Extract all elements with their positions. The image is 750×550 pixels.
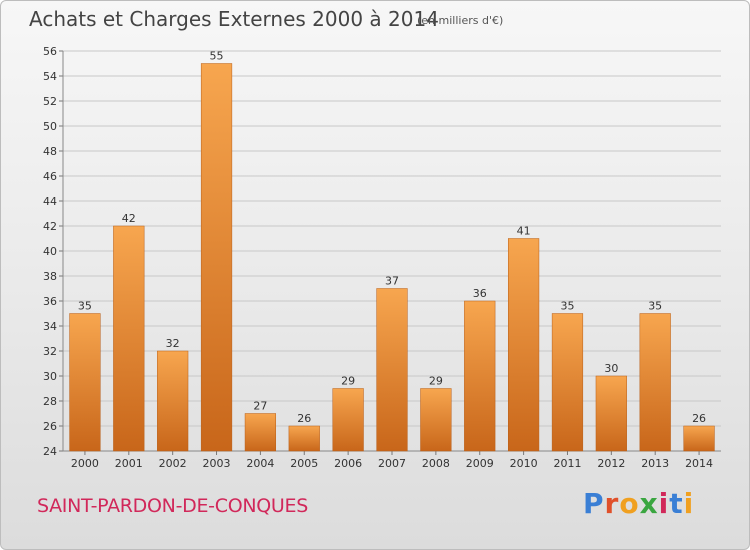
x-tick-label: 2008 [422,457,450,470]
logo-letter: P [583,487,605,520]
value-label: 42 [122,212,136,225]
logo-letter: i [658,487,670,520]
value-label: 26 [297,412,311,425]
value-label: 32 [166,337,180,350]
value-label: 35 [560,300,574,313]
value-label: 36 [473,287,487,300]
x-tick-label: 2005 [290,457,318,470]
x-tick-label: 2012 [597,457,625,470]
logo-letter: o [619,487,640,520]
value-label: 37 [385,275,399,288]
bar-2008 [420,388,452,452]
x-tick-label: 2014 [685,457,713,470]
y-tick-label: 56 [43,45,57,58]
bar-2009 [464,300,496,452]
value-label: 27 [253,400,267,413]
bar-2002 [157,350,189,452]
bar-2006 [332,388,364,452]
bar-2007 [376,288,408,452]
y-tick-label: 38 [43,270,57,283]
y-tick-label: 44 [43,195,57,208]
logo-letter: t [669,487,684,520]
y-tick-label: 42 [43,220,57,233]
bar-2005 [288,425,320,452]
y-tick-label: 24 [43,445,57,458]
y-tick-label: 46 [43,170,57,183]
location-name: SAINT-PARDON-DE-CONQUES [37,495,308,517]
bar-2004 [244,413,277,452]
value-label: 41 [517,225,531,238]
logo-letter: i [683,487,695,520]
bars [69,63,715,452]
y-tick-label: 48 [43,145,57,158]
value-label: 29 [341,375,355,388]
bar-2013 [639,313,671,452]
x-tick-label: 2001 [115,457,143,470]
unit-note: (en milliers d'€) [417,14,504,27]
x-tick-label: 2010 [510,457,538,470]
bar-2000 [69,313,101,452]
x-tick-label: 2009 [466,457,494,470]
bar-2011 [551,313,584,452]
value-label: 29 [429,375,443,388]
value-label: 26 [692,412,706,425]
y-tick-label: 32 [43,345,57,358]
y-tick-label: 40 [43,245,57,258]
chart-title: Achats et Charges Externes 2000 à 2014 [29,7,439,31]
logo-letter: x [639,487,659,520]
y-tick-label: 52 [43,95,57,108]
value-label: 55 [210,50,224,63]
y-tick-label: 54 [43,70,57,83]
x-tick-label: 2004 [246,457,274,470]
x-tick-label: 2003 [203,457,231,470]
bar-2014 [683,425,715,452]
y-tick-label: 26 [43,420,57,433]
x-tick-label: 2006 [334,457,362,470]
value-label: 35 [78,300,92,313]
bar-2001 [113,225,145,452]
value-label: 35 [648,300,662,313]
x-tick-label: 2011 [553,457,581,470]
x-tick-label: 2000 [71,457,99,470]
value-label: 30 [604,362,618,375]
y-tick-label: 30 [43,370,57,383]
logo-letter: r [604,487,620,520]
x-tick-label: 2002 [159,457,187,470]
y-tick-label: 50 [43,120,57,133]
x-tick-label: 2007 [378,457,406,470]
proxiti-logo[interactable]: Proxiti [583,487,694,520]
y-tick-label: 28 [43,395,57,408]
bar-2010 [507,238,540,452]
y-tick-label: 36 [43,295,57,308]
x-tick-label: 2013 [641,457,669,470]
bar-2012 [595,375,627,452]
bar-2003 [200,63,233,452]
labels: 24 26 28 30 32 34 36 38 40 42 44 46 48 50 52 54 56 35 2000… [43,45,713,470]
y-tick-label: 34 [43,320,57,333]
